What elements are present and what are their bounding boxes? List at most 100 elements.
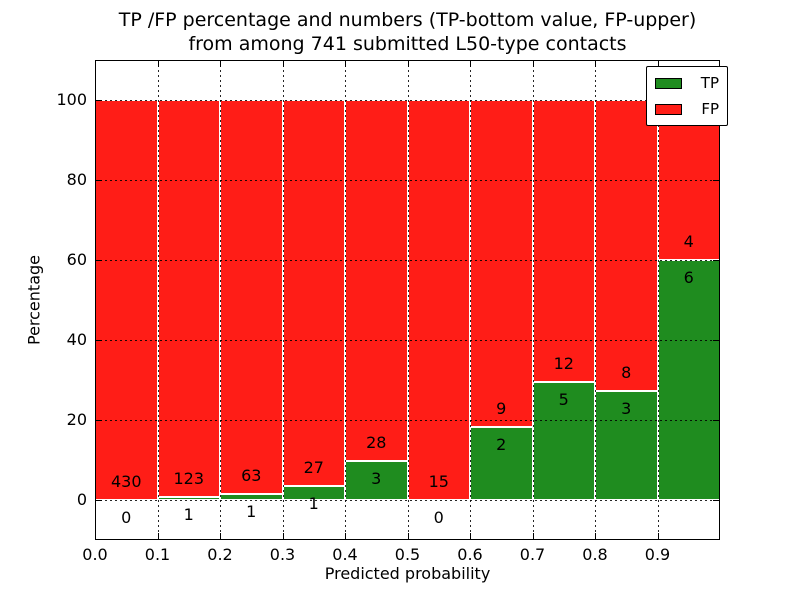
y-tick-mark (95, 340, 102, 342)
plot-area: TP FP 430 0 123 1 63 1 27 1 28 3 15 0 9 2 12 5 8 3 4 6 (95, 60, 728, 540)
tp-bar-segment (657, 260, 720, 500)
tp-count-label: 0 (121, 508, 132, 527)
x-tick-label: 0.2 (207, 545, 233, 564)
tp-count-label: 3 (371, 469, 382, 489)
fp-bar-segment (345, 100, 408, 462)
y-tick-label: 80 (66, 170, 87, 189)
y-tick-mark (95, 500, 102, 502)
x-tick-label: 0.0 (82, 545, 108, 564)
x-tick-mark (157, 60, 159, 67)
x-gridline (657, 60, 659, 540)
fp-count-label: 15 (428, 472, 449, 491)
fp-count-label: 123 (173, 468, 205, 488)
tp-count-label: 3 (621, 398, 632, 418)
x-tick-mark (345, 60, 347, 67)
y-tick-label: 60 (66, 250, 87, 269)
x-axis-label: Predicted probability (324, 564, 491, 583)
tp-count-label: 1 (308, 493, 319, 513)
x-tick-mark (595, 60, 597, 67)
y-tick-mark (713, 260, 720, 262)
y-tick-mark (95, 180, 102, 182)
x-gridline (532, 60, 534, 540)
legend: TP FP (646, 66, 728, 126)
fp-bar-segment (95, 100, 158, 500)
y-tick-mark (713, 180, 720, 182)
y-tick-label: 100 (56, 90, 87, 109)
chart-title: TP /FP percentage and numbers (TP-bottom… (95, 8, 720, 56)
tp-count-label: 0 (433, 508, 444, 527)
x-tick-mark (220, 533, 222, 540)
x-gridline (282, 60, 284, 540)
fp-count-label: 8 (621, 362, 632, 382)
tp-bar-segment (595, 390, 658, 500)
x-tick-mark (157, 533, 159, 540)
tp-count-label: 1 (183, 504, 194, 524)
legend-item-tp: TP (655, 74, 719, 92)
y-tick-mark (713, 500, 720, 502)
y-tick-label: 40 (66, 330, 87, 349)
x-tick-label: 0.4 (332, 545, 358, 564)
x-tick-mark (282, 60, 284, 67)
fp-count-label: 63 (241, 465, 262, 485)
x-tick-mark (595, 533, 597, 540)
legend-item-fp: FP (655, 100, 719, 118)
fp-bar-segment (220, 100, 283, 494)
x-tick-label: 0.7 (519, 545, 546, 564)
y-tick-label: 20 (66, 410, 87, 429)
tp-bar-segment (470, 427, 533, 500)
x-tick-label: 0.5 (394, 545, 421, 564)
x-tick-mark (470, 533, 472, 540)
x-gridline (470, 60, 471, 540)
fp-count-label: 28 (366, 433, 387, 453)
fp-count-label: 4 (683, 232, 694, 251)
x-tick-mark (282, 533, 284, 540)
y-tick-mark (95, 100, 102, 102)
fp-bar-segment (407, 100, 470, 500)
fp-bar-segment (532, 100, 595, 383)
fp-count-label: 9 (496, 399, 507, 419)
fp-bar-segment (470, 100, 533, 428)
tp-count-label: 5 (558, 390, 569, 410)
x-tick-mark (220, 60, 222, 67)
x-gridline (345, 60, 346, 540)
x-gridline (220, 60, 221, 540)
fp-color-swatch (655, 103, 682, 115)
fp-bar-segment (157, 100, 220, 497)
fp-bar-segment (595, 100, 658, 391)
y-tick-mark (713, 420, 720, 422)
x-tick-mark (407, 60, 409, 67)
fp-count-label: 27 (303, 457, 324, 477)
tp-count-label: 1 (246, 501, 257, 521)
x-gridline (595, 60, 596, 540)
chart-title-line1: TP /FP percentage and numbers (TP-bottom… (118, 9, 697, 31)
legend-label-tp: TP (700, 74, 719, 92)
x-tick-mark (532, 533, 534, 540)
x-tick-mark (657, 533, 659, 540)
tp-bar-segment (345, 461, 408, 500)
chart-title-line2: from among 741 submitted L50-type contac… (188, 33, 627, 55)
y-tick-mark (713, 340, 720, 342)
x-tick-label: 0.8 (582, 545, 608, 564)
x-tick-label: 0.6 (457, 545, 483, 564)
legend-label-fp: FP (701, 100, 719, 118)
x-tick-mark (532, 60, 534, 67)
y-tick-mark (95, 260, 102, 262)
tp-count-label: 6 (683, 268, 694, 287)
x-gridline (157, 60, 159, 540)
fp-count-label: 430 (110, 472, 142, 491)
x-tick-label: 0.9 (644, 545, 671, 564)
tp-color-swatch (655, 77, 682, 89)
y-tick-label: 0 (76, 490, 87, 509)
x-tick-mark (345, 533, 347, 540)
x-tick-mark (407, 533, 409, 540)
tp-count-label: 2 (496, 435, 507, 455)
x-tick-label: 0.3 (269, 545, 296, 564)
y-tick-mark (95, 420, 102, 422)
x-tick-label: 0.1 (144, 545, 171, 564)
x-gridline (407, 60, 409, 540)
x-tick-mark (657, 60, 659, 67)
x-tick-mark (470, 60, 472, 67)
fp-bar-segment (282, 100, 345, 486)
fp-count-label: 12 (553, 354, 574, 374)
